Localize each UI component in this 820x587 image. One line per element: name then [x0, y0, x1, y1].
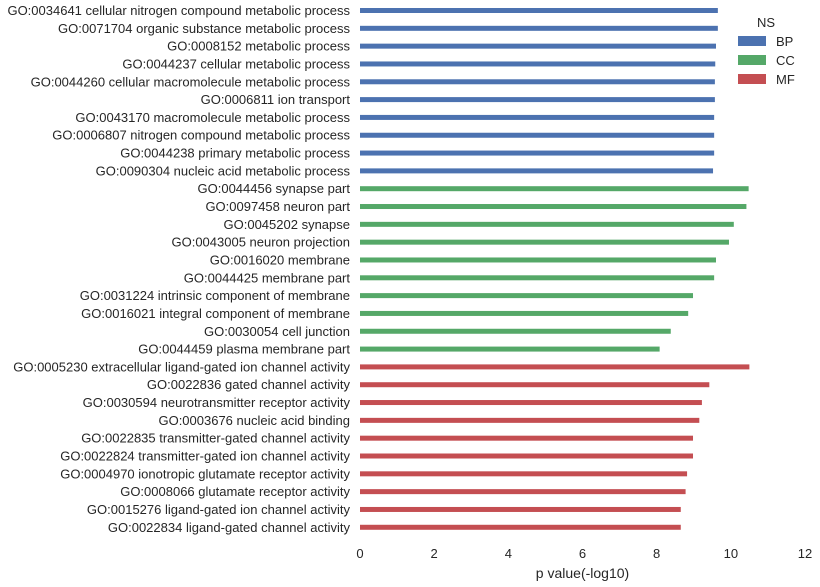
- bar-mf: [360, 524, 681, 530]
- y-tick-label: GO:0030054 cell junction: [204, 324, 350, 339]
- bar-mf: [360, 506, 681, 512]
- bar-cc: [360, 186, 749, 192]
- y-tick-label: GO:0043005 neuron projection: [171, 235, 350, 250]
- x-tick-label: 10: [724, 546, 738, 561]
- x-tick-labels: 0 2 4 6 8 10 12: [356, 546, 812, 561]
- x-tick-label: 2: [431, 546, 438, 561]
- bar-cc: [360, 204, 747, 210]
- y-tick-label: GO:0031224 intrinsic component of membra…: [80, 288, 350, 303]
- y-tick-label: GO:0015276 ligand-gated ion channel acti…: [87, 502, 351, 517]
- bar-bp: [360, 79, 715, 85]
- bar-cc: [360, 275, 715, 281]
- bar-bp: [360, 114, 715, 120]
- legend-label-bp: BP: [776, 34, 793, 49]
- bar-cc: [360, 257, 716, 263]
- y-tick-label: GO:0022834 ligand-gated channel activity: [108, 520, 351, 535]
- legend-title: NS: [757, 15, 775, 30]
- y-tick-label: GO:0022824 transmitter-gated ion channel…: [60, 449, 350, 464]
- bars-layer: [360, 8, 750, 530]
- y-tick-label: GO:0022835 transmitter-gated channel act…: [81, 431, 350, 446]
- y-tick-label: GO:0008152 metabolic process: [167, 39, 350, 54]
- bar-cc: [360, 310, 689, 316]
- bar-bp: [360, 8, 718, 13]
- y-tick-label: GO:0090304 nucleic acid metabolic proces…: [96, 163, 351, 178]
- legend: NS BP CC MF: [738, 15, 795, 87]
- x-axis-title: p value(-log10): [536, 565, 629, 581]
- bar-mf: [360, 453, 694, 459]
- y-tick-label: GO:0044456 synapse part: [198, 181, 351, 196]
- bar-bp: [360, 25, 718, 31]
- bar-cc: [360, 239, 729, 245]
- legend-swatch-cc: [738, 55, 766, 65]
- bar-bp: [360, 61, 716, 67]
- bar-cc: [360, 293, 694, 299]
- y-tick-label: GO:0003676 nucleic acid binding: [158, 413, 350, 428]
- y-tick-label: GO:0044425 membrane part: [184, 270, 351, 285]
- bar-mf: [360, 471, 688, 477]
- y-tick-label: GO:0044260 cellular macromolecule metabo…: [31, 74, 351, 89]
- y-tick-label: GO:0016020 membrane: [210, 252, 350, 267]
- legend-swatch-mf: [738, 74, 766, 84]
- bar-mf: [360, 417, 700, 423]
- legend-swatch-bp: [738, 36, 766, 46]
- y-tick-label: GO:0006807 nitrogen compound metabolic p…: [52, 128, 350, 143]
- bar-cc: [360, 328, 671, 334]
- legend-label-mf: MF: [776, 72, 795, 87]
- y-tick-label: GO:0044238 primary metabolic process: [120, 146, 350, 161]
- y-tick-label: GO:0016021 integral component of membran…: [81, 306, 350, 321]
- bar-mf: [360, 489, 686, 495]
- bar-bp: [360, 168, 714, 174]
- y-tick-label: GO:0022836 gated channel activity: [147, 377, 351, 392]
- y-tick-labels: GO:0034641 cellular nitrogen compound me…: [7, 3, 350, 535]
- bar-bp: [360, 150, 715, 156]
- y-tick-label: GO:0044237 cellular metabolic process: [122, 56, 350, 71]
- y-tick-label: GO:0034641 cellular nitrogen compound me…: [7, 3, 350, 18]
- bar-cc: [360, 221, 734, 227]
- y-tick-label: GO:0006811 ion transport: [201, 92, 351, 107]
- y-tick-label: GO:0004970 ionotropic glutamate receptor…: [60, 466, 350, 481]
- bar-mf: [360, 435, 694, 441]
- y-tick-label: GO:0097458 neuron part: [205, 199, 350, 214]
- bar-mf: [360, 400, 702, 406]
- y-tick-label: GO:0071704 organic substance metabolic p…: [58, 21, 350, 36]
- x-tick-label: 6: [579, 546, 586, 561]
- x-tick-label: 0: [356, 546, 363, 561]
- y-tick-label: GO:0045202 synapse: [224, 217, 350, 232]
- y-tick-label: GO:0044459 plasma membrane part: [138, 342, 350, 357]
- bar-mf: [360, 364, 750, 370]
- bar-bp: [360, 132, 715, 138]
- x-tick-label: 12: [798, 546, 812, 561]
- y-tick-label: GO:0005230 extracellular ligand-gated io…: [13, 359, 350, 374]
- bar-bp: [360, 43, 716, 49]
- bar-cc: [360, 346, 660, 352]
- x-tick-label: 8: [653, 546, 660, 561]
- x-tick-label: 4: [505, 546, 512, 561]
- bar-bp: [360, 97, 715, 103]
- y-tick-label: GO:0043170 macromolecule metabolic proce…: [75, 110, 350, 125]
- y-tick-label: GO:0008066 glutamate receptor activity: [120, 484, 350, 499]
- legend-label-cc: CC: [776, 53, 795, 68]
- y-tick-label: GO:0030594 neurotransmitter receptor act…: [83, 395, 351, 410]
- bar-mf: [360, 382, 710, 388]
